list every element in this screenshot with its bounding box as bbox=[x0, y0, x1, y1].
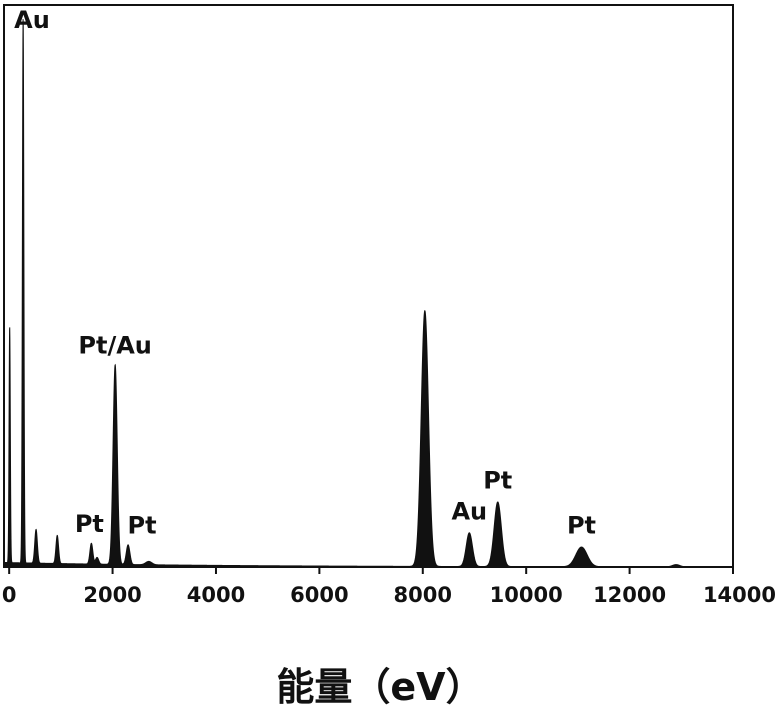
x-tick-label: 4000 bbox=[187, 583, 245, 607]
peak-label: Au bbox=[14, 6, 50, 34]
x-tick-label: 10000 bbox=[490, 583, 563, 607]
x-axis-ticks: 0 2000 4000 6000 8000 10000 12000 14000 bbox=[2, 567, 776, 607]
peak-label: Pt bbox=[567, 511, 596, 539]
peak-label: Au bbox=[451, 497, 487, 525]
peak-annotations: Au Pt/Au Pt Pt Au Pt Pt bbox=[14, 6, 596, 539]
x-tick-label: 14000 bbox=[703, 583, 776, 607]
spectrum-area bbox=[4, 19, 733, 567]
x-axis-label: 能量（eV） bbox=[276, 665, 483, 709]
peak-label: Pt/Au bbox=[78, 331, 152, 359]
x-tick-label: 8000 bbox=[394, 583, 452, 607]
peak-label: Pt bbox=[75, 510, 104, 538]
x-tick-label: 6000 bbox=[290, 583, 348, 607]
x-tick-label: 2000 bbox=[83, 583, 141, 607]
peak-label: Pt bbox=[483, 466, 512, 494]
x-tick-label: 0 bbox=[2, 583, 17, 607]
x-tick-label: 12000 bbox=[593, 583, 666, 607]
peak-label: Pt bbox=[128, 511, 157, 539]
